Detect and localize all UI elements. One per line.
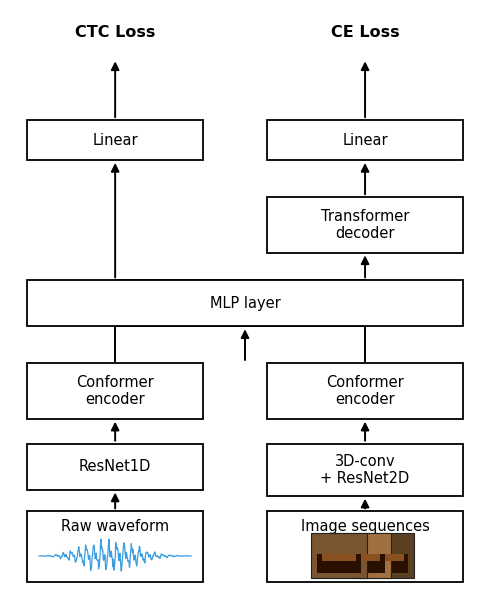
Text: CE Loss: CE Loss — [331, 25, 399, 40]
FancyBboxPatch shape — [267, 444, 463, 496]
FancyBboxPatch shape — [369, 554, 404, 561]
FancyBboxPatch shape — [27, 444, 203, 490]
FancyBboxPatch shape — [311, 533, 368, 578]
FancyBboxPatch shape — [27, 363, 203, 419]
FancyBboxPatch shape — [267, 197, 463, 253]
FancyBboxPatch shape — [27, 511, 203, 582]
Text: Transformer
decoder: Transformer decoder — [321, 209, 409, 241]
FancyBboxPatch shape — [345, 554, 380, 561]
Text: 3D-conv
+ ResNet2D: 3D-conv + ResNet2D — [320, 453, 410, 486]
Text: Conformer
encoder: Conformer encoder — [326, 375, 404, 407]
FancyBboxPatch shape — [322, 554, 357, 561]
Text: Linear: Linear — [342, 132, 388, 148]
FancyBboxPatch shape — [267, 511, 463, 582]
FancyBboxPatch shape — [317, 554, 362, 573]
FancyBboxPatch shape — [341, 554, 385, 573]
Text: MLP layer: MLP layer — [210, 296, 280, 311]
FancyBboxPatch shape — [267, 120, 463, 160]
FancyBboxPatch shape — [358, 533, 415, 578]
FancyBboxPatch shape — [27, 280, 463, 326]
Text: CTC Loss: CTC Loss — [75, 25, 155, 40]
Text: Image sequences: Image sequences — [300, 519, 430, 534]
FancyBboxPatch shape — [335, 533, 391, 578]
Text: Raw waveform: Raw waveform — [61, 519, 169, 534]
FancyBboxPatch shape — [267, 363, 463, 419]
Text: Conformer
encoder: Conformer encoder — [76, 375, 154, 407]
FancyBboxPatch shape — [27, 120, 203, 160]
FancyBboxPatch shape — [364, 554, 409, 573]
Text: ResNet1D: ResNet1D — [79, 459, 151, 474]
Text: Linear: Linear — [92, 132, 138, 148]
